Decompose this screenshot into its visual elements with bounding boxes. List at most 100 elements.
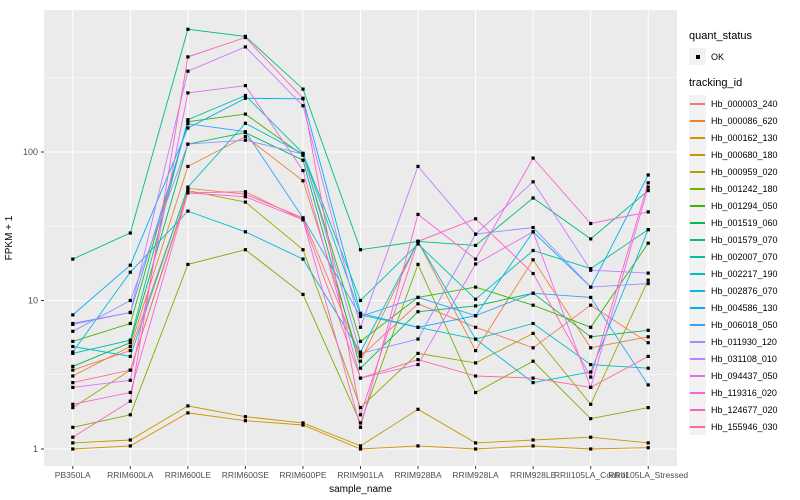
data-point — [243, 415, 247, 419]
legend-key-line-icon — [690, 187, 705, 190]
data-point — [186, 189, 190, 193]
data-point — [186, 55, 190, 59]
legend-key-line-icon — [690, 374, 705, 377]
data-point — [358, 425, 363, 429]
data-point — [531, 303, 535, 307]
data-point — [358, 447, 363, 451]
legend-item-Hb_001294_050: Hb_001294_050 — [689, 197, 799, 214]
data-point — [243, 112, 247, 116]
legend-item-label: Hb_000086_620 — [711, 115, 778, 126]
legend-key-box — [689, 265, 706, 282]
data-point — [589, 375, 593, 379]
data-point — [474, 297, 478, 301]
data-point — [243, 248, 247, 252]
data-point — [358, 314, 363, 319]
data-point — [71, 368, 75, 372]
legend-section-quant-status: quant_status OK — [689, 30, 799, 65]
data-point — [531, 248, 535, 253]
data-point — [531, 381, 535, 385]
data-point — [358, 351, 363, 355]
data-point — [301, 421, 305, 425]
data-point — [589, 221, 593, 226]
data-point — [128, 231, 132, 235]
legend-key-box — [689, 418, 706, 435]
legend-key-box — [689, 197, 706, 214]
data-point — [416, 351, 420, 355]
legend-key-box — [689, 112, 706, 129]
legend-key-line-icon — [690, 170, 705, 173]
data-point — [358, 325, 363, 329]
data-point — [71, 257, 75, 261]
legend-key-line-icon — [690, 391, 705, 394]
data-point — [416, 164, 420, 168]
data-point — [71, 385, 75, 389]
data-point — [358, 359, 363, 363]
data-point — [646, 366, 650, 370]
legend-title-quant-status: quant_status — [689, 30, 752, 42]
legend-item-ok: OK — [689, 48, 799, 65]
legend-key-box — [689, 231, 706, 248]
legend-key-line-icon — [690, 119, 705, 122]
data-point — [646, 278, 650, 282]
legend-key-box — [689, 282, 706, 299]
legend-item-Hb_001242_180: Hb_001242_180 — [689, 180, 799, 197]
data-point — [71, 381, 75, 385]
data-point — [128, 354, 132, 358]
data-point — [243, 84, 247, 88]
legend-item-Hb_000003_240: Hb_000003_240 — [689, 95, 799, 112]
legend-key-box — [689, 214, 706, 231]
data-point — [128, 298, 132, 303]
data-point — [474, 257, 478, 261]
data-point — [128, 270, 132, 274]
legend-key-line-icon — [690, 102, 705, 105]
data-point — [243, 230, 247, 234]
legend-key-box — [689, 401, 706, 418]
data-point — [531, 331, 535, 335]
legend-key-box — [689, 146, 706, 163]
data-point — [416, 239, 420, 243]
legend-item-label: Hb_001242_180 — [711, 183, 778, 194]
data-point — [128, 390, 132, 395]
data-point — [71, 344, 75, 349]
legend-item-label: Hb_001294_050 — [711, 200, 778, 211]
x-tick-label: RRIM928LE — [510, 470, 557, 480]
y-tick-label: 100 — [23, 147, 38, 157]
legend-item-label: Hb_000680_180 — [711, 149, 778, 160]
legend-item-label: Hb_001519_060 — [711, 217, 778, 228]
data-point — [589, 370, 593, 374]
data-point — [531, 438, 535, 442]
legend-item-label: Hb_004586_130 — [711, 302, 778, 313]
legend-key-box — [689, 299, 706, 316]
data-point — [71, 425, 75, 429]
data-point — [301, 158, 305, 162]
data-point — [71, 447, 75, 451]
data-point — [646, 185, 650, 189]
y-tick-label: 1 — [33, 444, 38, 454]
data-point — [128, 349, 132, 353]
data-point — [646, 335, 650, 339]
data-point — [71, 441, 75, 445]
data-point — [474, 304, 478, 308]
data-point — [358, 354, 363, 358]
data-point — [416, 212, 420, 216]
legend-key-line-icon — [690, 153, 705, 156]
data-point — [416, 295, 420, 299]
data-point — [243, 93, 247, 98]
data-point — [301, 248, 305, 252]
legend-item-label: Hb_001579_070 — [711, 234, 778, 245]
x-tick-label: RRIM600SE — [222, 470, 270, 480]
data-point — [71, 364, 75, 368]
data-point — [71, 313, 75, 317]
data-point — [416, 407, 420, 411]
legend-item-label: Hb_119316_020 — [711, 387, 777, 398]
legend-item-label: Hb_000959_020 — [711, 166, 778, 177]
data-point — [646, 210, 650, 214]
data-point — [531, 376, 535, 380]
legend-item-label: Hb_002876_070 — [711, 285, 778, 296]
legend-item-Hb_001579_070: Hb_001579_070 — [689, 231, 799, 248]
data-point — [646, 241, 650, 245]
data-point — [186, 164, 190, 168]
legend-key-box — [689, 367, 706, 384]
data-point — [589, 237, 593, 241]
data-point — [416, 242, 420, 246]
